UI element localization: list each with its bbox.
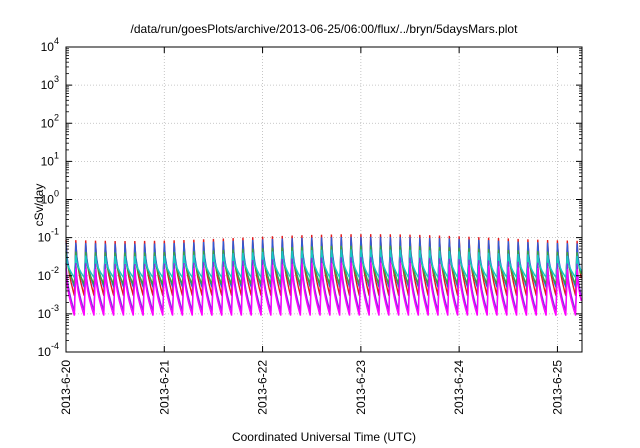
y-tick-label: 103 (41, 74, 59, 92)
flux-series-line (65, 262, 582, 316)
chart-title: /data/run/goesPlots/archive/2013-06-25/0… (130, 22, 518, 36)
x-tick-label: 2013-6-20 (59, 360, 73, 415)
flux-series-line (65, 249, 582, 281)
y-tick-exponent: -3 (51, 303, 59, 313)
y-tick-label: 10-4 (38, 341, 59, 359)
flux-series-line (65, 257, 582, 312)
y-tick-exponent: -4 (51, 341, 59, 351)
y-tick-exponent: 2 (54, 112, 59, 122)
x-tick-label: 2013-6-24 (452, 360, 466, 415)
y-tick-exponent: -2 (51, 265, 59, 275)
series-group (65, 234, 582, 316)
y-tick-label: 10-3 (38, 303, 59, 321)
y-tick-exponent: 1 (54, 150, 59, 160)
y-tick-base: 10 (41, 78, 55, 92)
y-tick-base: 10 (38, 345, 52, 359)
x-tick-label: 2013-6-23 (354, 360, 368, 415)
x-tick-label: 2013-6-25 (550, 360, 564, 415)
x-tick-label: 2013-6-21 (157, 360, 171, 415)
y-tick-base: 10 (38, 269, 52, 283)
x-tick-label: 2013-6-22 (256, 360, 270, 415)
y-tick-label: 10-2 (38, 265, 59, 283)
y-tick-label: 10-1 (38, 227, 59, 245)
y-tick-exponent: 0 (54, 189, 59, 199)
y-tick-label: 104 (41, 36, 59, 54)
axis-ticks: 10-410-310-210-11001011021031042013-6-20… (38, 36, 582, 415)
y-tick-exponent: -1 (51, 227, 59, 237)
y-tick-exponent: 4 (54, 36, 59, 46)
y-tick-label: 102 (41, 112, 59, 130)
y-tick-exponent: 3 (54, 74, 59, 84)
y-tick-base: 10 (41, 154, 55, 168)
y-tick-base: 10 (41, 193, 55, 207)
y-tick-base: 10 (41, 40, 55, 54)
y-tick-base: 10 (38, 307, 52, 321)
y-tick-base: 10 (41, 116, 55, 130)
x-axis-label: Coordinated Universal Time (UTC) (231, 430, 417, 444)
y-axis-label: cSv/day (32, 183, 46, 227)
y-tick-label: 100 (41, 189, 59, 207)
y-tick-base: 10 (38, 231, 52, 245)
y-tick-label: 101 (41, 150, 59, 168)
